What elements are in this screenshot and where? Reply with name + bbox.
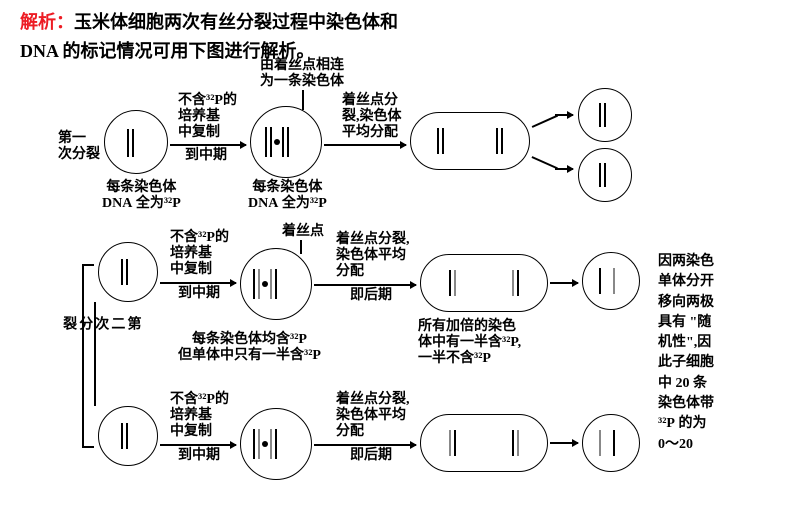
title-line-1: 解析：玉米体细胞两次有丝分裂过程中染色体和 xyxy=(20,8,780,37)
label-div1: 第一次分裂 xyxy=(58,131,100,163)
under-cell1: 每条染色体DNA 全为³²P xyxy=(102,180,181,212)
title-rest: 玉米体细胞两次有丝分裂过程中染色体和 xyxy=(74,12,398,32)
title-prefix: 解析： xyxy=(20,12,74,32)
arrow1-bot: 到中期 xyxy=(185,148,227,164)
label-div2: 第二次分裂 xyxy=(60,316,140,334)
d2a-bot: 到中期 xyxy=(178,286,220,302)
arrow1-top: 不含³²P的培养基中复制 xyxy=(178,93,237,141)
under-late2: 所有加倍的染色体中有一半含³²P,一半不含³²P xyxy=(418,319,521,367)
under-cell2: 每条染色体DNA 全为³²P xyxy=(248,180,327,212)
centromere-label: 着丝点 xyxy=(282,224,324,240)
lows-bot: 即后期 xyxy=(350,448,392,464)
under-mid2: 每条染色体均含³²P但单体中只有一半含³²P xyxy=(178,332,321,364)
arrow1c: 着丝点分裂,染色体平均分配 xyxy=(342,93,402,141)
lows-top: 着丝点分裂,染色体平均分配 xyxy=(336,392,410,440)
d2a-top: 不含³²P的培养基中复制 xyxy=(170,230,229,278)
right-note: 因两染色单体分开移向两极具有 "随机性",因此子细胞中 20 条染色体带³²P … xyxy=(658,252,714,455)
d2split-bot: 即后期 xyxy=(350,288,392,304)
diagram: 第一次分裂 每条染色体DNA 全为³²P 不含³²P的培养基中复制 到中期 由着… xyxy=(0,56,800,531)
lowa-top: 不含³²P的培养基中复制 xyxy=(170,392,229,440)
d2split-top: 着丝点分裂,染色体平均分配 xyxy=(336,232,410,280)
lowa-bot: 到中期 xyxy=(178,448,220,464)
top-center: 由着丝点相连为一条染色体 xyxy=(260,58,344,90)
